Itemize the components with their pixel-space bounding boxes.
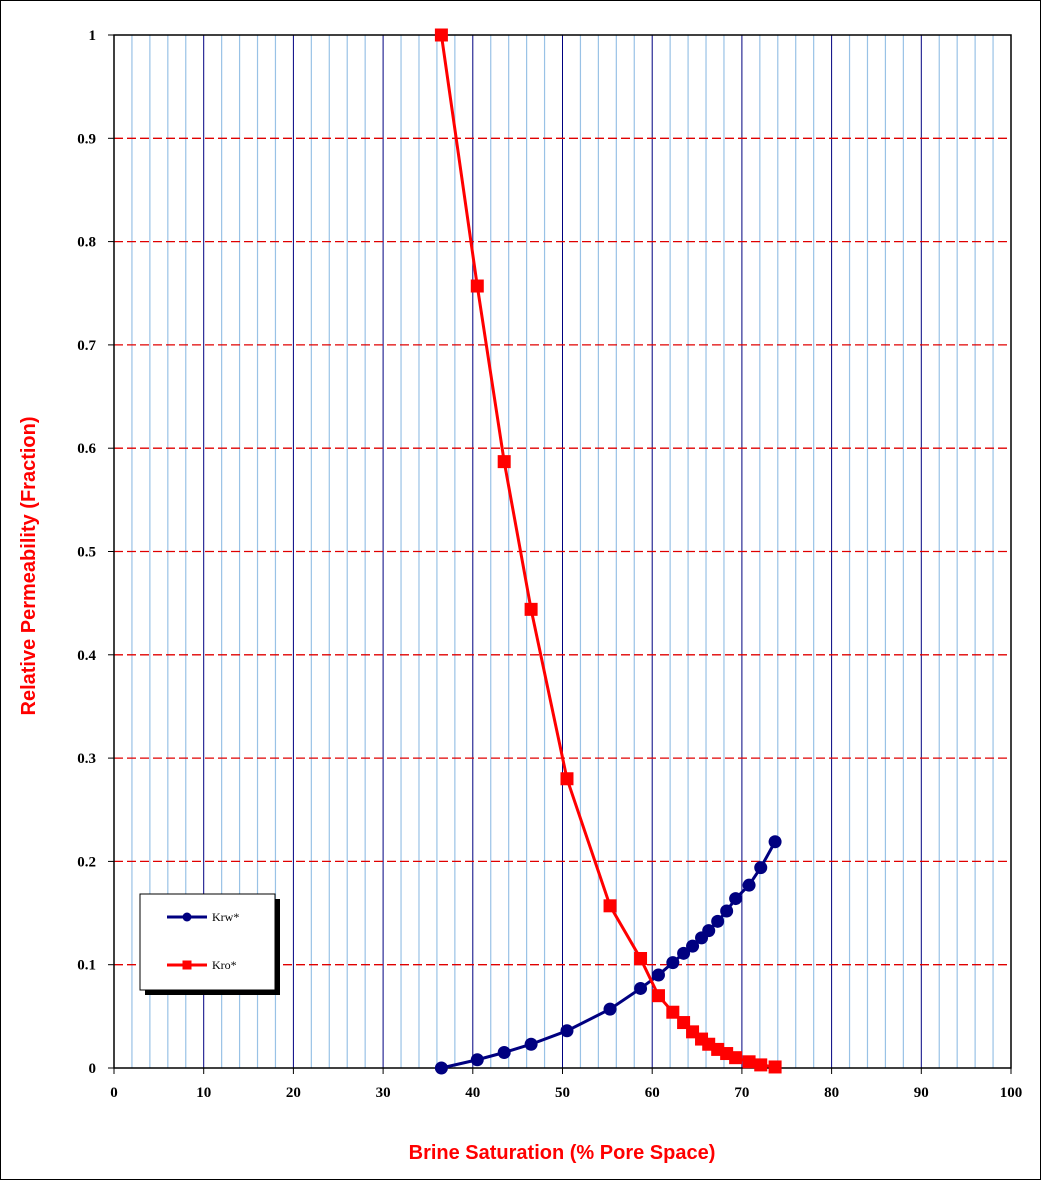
series-krw	[434, 835, 782, 1075]
y-tick-label: 1	[89, 28, 97, 44]
x-tick-label: 30	[376, 1085, 391, 1101]
y-tick-label: 0.5	[77, 545, 96, 561]
legend-marker	[182, 960, 192, 970]
x-tick-label: 60	[645, 1085, 660, 1101]
x-axis-title: Brine Saturation (% Pore Space)	[409, 1142, 716, 1164]
x-tick-label: 90	[914, 1085, 929, 1101]
data-point	[434, 28, 448, 42]
series-kro	[434, 28, 782, 1074]
data-point	[470, 1053, 484, 1067]
data-point	[666, 1005, 680, 1019]
data-point	[666, 956, 680, 970]
data-point	[497, 1046, 511, 1060]
legend: Krw* Kro*	[139, 893, 280, 995]
y-tick-label: 0.2	[77, 854, 96, 870]
legend-marker	[182, 912, 192, 922]
data-point	[729, 892, 743, 906]
legend-box	[139, 893, 276, 991]
y-tick-label: 0	[89, 1061, 97, 1077]
data-point	[651, 968, 665, 982]
y-tick-labels: 0 0.1 0.2 0.3 0.4 0.5 0.6 0.7 0.8 0.9 1	[77, 28, 96, 1077]
data-point	[768, 1060, 782, 1074]
data-point	[702, 924, 716, 938]
data-point	[634, 952, 648, 966]
series-layer	[434, 28, 782, 1075]
data-point	[754, 861, 768, 875]
legend-entry: Kro*	[167, 958, 237, 972]
data-point	[768, 835, 782, 849]
legend-label: Krw*	[212, 910, 239, 924]
data-point	[651, 989, 665, 1003]
axis-tick-marks	[108, 34, 1012, 1074]
data-point	[603, 1002, 617, 1016]
x-tick-labels: 0 10 20 30 40 50 60 70 80 90 100	[110, 1085, 1022, 1101]
x-tick-label: 40	[465, 1085, 480, 1101]
data-point	[560, 772, 574, 786]
data-point	[634, 981, 648, 995]
y-tick-label: 0.6	[77, 441, 96, 457]
x-tick-label: 100	[1000, 1085, 1023, 1101]
data-point	[711, 914, 725, 928]
legend-entry: Krw*	[167, 910, 239, 924]
y-tick-label: 0.4	[77, 648, 96, 664]
data-point	[742, 878, 756, 892]
x-tick-label: 70	[734, 1085, 749, 1101]
y-tick-label: 0.1	[77, 958, 96, 974]
y-tick-label: 0.7	[77, 338, 96, 354]
series-line	[441, 841, 777, 1070]
data-point	[434, 1061, 448, 1075]
data-point	[729, 1051, 743, 1065]
data-point	[497, 455, 511, 469]
data-point	[470, 279, 484, 293]
legend-label: Kro*	[212, 958, 237, 972]
data-point	[754, 1058, 768, 1072]
x-tick-label: 0	[110, 1085, 118, 1101]
data-point	[560, 1024, 574, 1038]
data-point	[603, 899, 617, 913]
data-point	[524, 602, 538, 616]
data-point	[742, 1055, 756, 1069]
y-tick-label: 0.8	[77, 235, 96, 251]
data-point	[677, 946, 691, 960]
x-tick-label: 20	[286, 1085, 301, 1101]
x-tick-label: 50	[555, 1085, 570, 1101]
data-point	[720, 904, 734, 918]
data-point	[686, 939, 700, 953]
data-point	[524, 1037, 538, 1051]
y-axis-title: Relative Permeability (Fraction)	[18, 417, 40, 716]
y-tick-label: 0.9	[77, 131, 96, 147]
x-tick-label: 10	[196, 1085, 211, 1101]
y-tick-label: 0.3	[77, 751, 96, 767]
x-tick-label: 80	[824, 1085, 839, 1101]
